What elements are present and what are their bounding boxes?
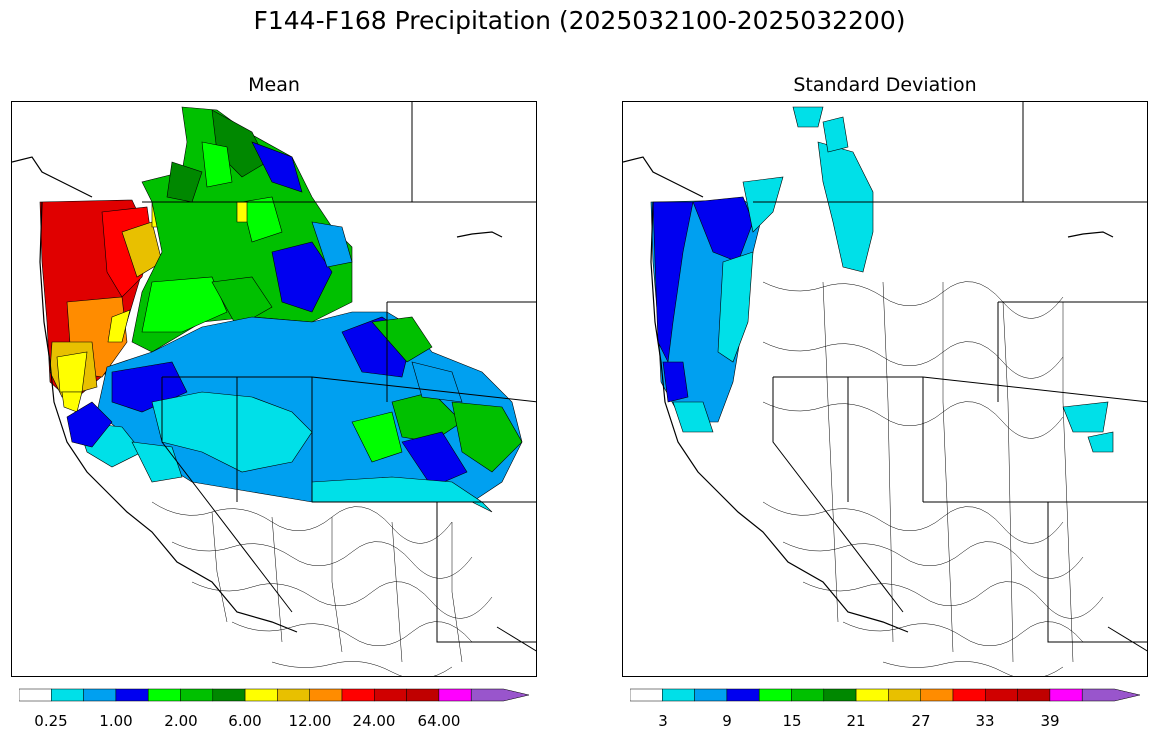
stddev-colorbar [629,688,1142,708]
mean-tick: 24.00 [352,712,396,730]
figure-title: F144-F168 Precipitation (2025032100-2025… [253,6,906,35]
mean-map [11,101,537,677]
stddev-panel-title: Standard Deviation [793,74,977,96]
mean-tick: 12.00 [288,712,332,730]
mean-tick: 0.25 [34,712,68,730]
mean-tick: 2.00 [164,712,198,730]
stddev-tick: 33 [975,712,995,730]
stddev-map [622,101,1148,677]
stddev-tick: 39 [1040,712,1060,730]
stddev-tick: 21 [846,712,866,730]
mean-tick: 6.00 [228,712,262,730]
mean-panel-title: Mean [248,74,300,96]
stddev-tick: 27 [911,712,931,730]
stddev-tick: 15 [782,712,802,730]
stddev-tick: 3 [658,712,668,730]
mean-tick: 64.00 [417,712,461,730]
stddev-tick: 9 [722,712,732,730]
mean-colorbar [18,688,531,708]
mean-tick: 1.00 [99,712,133,730]
